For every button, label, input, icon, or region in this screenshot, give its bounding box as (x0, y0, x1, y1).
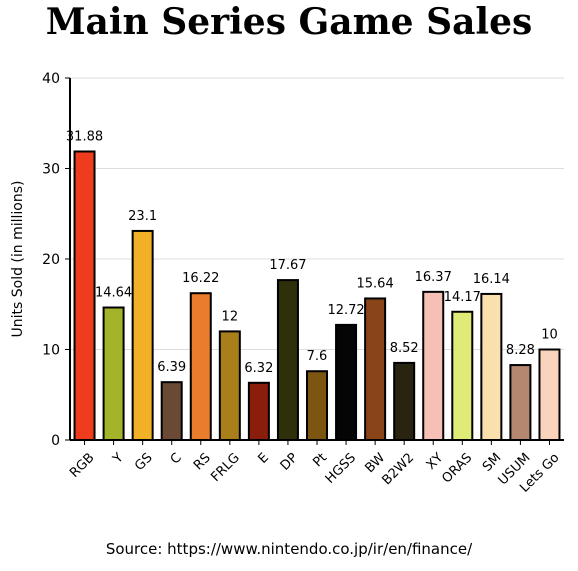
bar-dp (276, 279, 299, 441)
data-label-frlg: 12 (222, 309, 239, 324)
x-tick-label-gs: GS (132, 450, 156, 474)
bar-xy (422, 290, 445, 441)
bar-hgss (335, 323, 358, 441)
x-tick-label-frlg: FRLG (208, 450, 243, 485)
bar-usum (509, 364, 532, 442)
bar-y (102, 306, 125, 441)
chart-title: Main Series Game Sales (45, 1, 533, 43)
bar-oras (451, 310, 474, 441)
bar-frlg (218, 330, 241, 441)
bar-e (247, 381, 270, 441)
x-tick-label-hgss: HGSS (323, 450, 359, 486)
data-label-usum: 8.28 (506, 343, 535, 358)
data-label-gs: 23.1 (128, 209, 157, 224)
x-tick-label-oras: ORAS (439, 450, 475, 486)
data-label-dp: 17.67 (269, 258, 306, 273)
data-label-hgss: 12.72 (327, 303, 364, 318)
x-tick-label-b2w2: B2W2 (380, 450, 418, 488)
x-tick-label-rgb: RGB (67, 450, 97, 480)
y-tick-label-20: 20 (42, 252, 60, 268)
bar-sm (480, 292, 503, 442)
data-label-xy: 16.37 (415, 270, 452, 285)
data-label-rs: 16.22 (182, 271, 219, 286)
x-tick-label-xy: XY (424, 450, 447, 473)
y-tick-label-30: 30 (42, 162, 60, 178)
y-axis: 0 10 20 30 40 (42, 71, 71, 449)
data-label-rgb: 31.88 (66, 129, 103, 144)
data-label-b2w2: 8.52 (390, 341, 419, 356)
source-note: Source: https://www.nintendo.co.jp/ir/en… (105, 540, 473, 558)
bar-pt (306, 370, 328, 441)
y-tick-label-0: 0 (51, 433, 60, 449)
bar-rgb (73, 150, 96, 441)
bars: 31.88 14.64 23.1 6.39 16.22 12 6.32 17.67 7.6 12.… (66, 129, 561, 442)
x-tick-label-c: C (168, 450, 185, 467)
bar-gs (131, 229, 154, 441)
data-label-sm: 16.14 (473, 272, 510, 287)
x-tick-label-dp: DP (278, 450, 301, 473)
x-tick-label-pt: Pt (310, 450, 330, 470)
y-tick-label-10: 10 (42, 343, 60, 359)
x-tick-label-e: E (256, 450, 272, 466)
bar-bw (364, 297, 387, 442)
data-label-y: 14.64 (95, 286, 132, 301)
data-label-lets-go: 10 (541, 328, 558, 343)
data-label-e: 6.32 (244, 361, 273, 376)
data-label-oras: 14.17 (444, 290, 481, 305)
bar-lets-go (538, 348, 561, 441)
data-label-c: 6.39 (157, 360, 186, 375)
x-tick-label-rs: RS (191, 450, 214, 473)
data-label-bw: 15.64 (357, 276, 394, 291)
bar-rs (189, 292, 212, 442)
y-tick-label-40: 40 (42, 71, 60, 87)
y-axis-title: Units Sold (in millions) (10, 181, 26, 338)
bar-b2w2 (393, 361, 416, 442)
x-tick-label-y: Y (110, 450, 127, 467)
data-label-pt: 7.6 (307, 349, 328, 364)
bar-c (160, 381, 183, 441)
